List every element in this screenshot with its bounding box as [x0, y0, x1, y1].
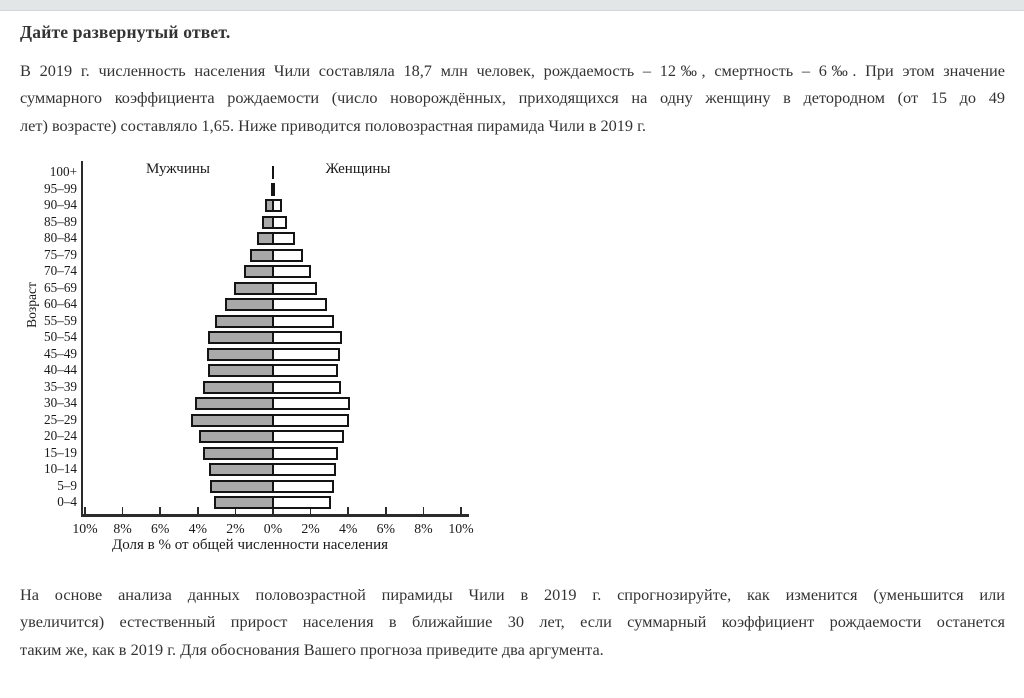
age-group-label: 45–49 — [44, 345, 77, 361]
pyramid-bar-male — [207, 347, 274, 361]
age-group-label: 20–24 — [44, 428, 77, 443]
x-tick-label: 2% — [301, 521, 320, 536]
pyramid-bar-female — [272, 281, 318, 295]
pyramid-bar-female — [272, 331, 342, 344]
pyramid-bar-male — [209, 479, 274, 493]
pyramid-bar-male — [215, 314, 274, 328]
pyramid-bar-male — [271, 166, 273, 179]
paragraph-line: увеличится) естественный прирост населен… — [20, 612, 1005, 632]
x-axis-tick — [197, 507, 199, 514]
pyramid-bar-male — [208, 463, 274, 476]
x-axis-tick — [309, 507, 312, 514]
x-tick-label: 4% — [338, 521, 358, 536]
age-group-label: 95–99 — [44, 180, 77, 196]
top-edge-strip — [0, 0, 1024, 11]
paragraph-line: На основе анализа данных половозрастной … — [20, 585, 1005, 604]
y-axis-line — [81, 161, 83, 514]
age-group-label: 90–94 — [44, 197, 77, 212]
pyramid-bar-female — [272, 265, 311, 278]
x-axis-tick — [347, 507, 349, 514]
page-title: Дайте развернутый ответ. — [20, 22, 231, 42]
x-tick-label: 8% — [414, 521, 433, 536]
population-pyramid-chart: Возраст Мужчины Женщины Доля в % от обще… — [20, 158, 500, 568]
pyramid-bar-male — [234, 281, 274, 295]
pyramid-bar-female — [272, 430, 344, 443]
x-axis-tick — [460, 507, 462, 514]
x-tick-label: 6% — [376, 521, 395, 536]
age-group-label: 70–74 — [44, 263, 77, 278]
pyramid-bar-male — [203, 380, 274, 394]
x-axis-title: Доля в % от общей численности населения — [111, 537, 389, 553]
pyramid-bar-male — [271, 182, 273, 196]
paragraph-line: В 2019 г. численность населения Чили сос… — [20, 61, 1005, 80]
x-axis-line — [81, 514, 469, 517]
x-tick-label: 8% — [113, 521, 132, 536]
age-group-label: 35–39 — [44, 378, 77, 394]
x-tick-label: 6% — [150, 521, 170, 536]
men-series-label: Мужчины — [146, 161, 210, 177]
pyramid-bar-male — [194, 397, 274, 410]
age-group-label: 60–64 — [44, 296, 77, 311]
intro-paragraph: В 2019 г. численность населения Чили сос… — [20, 57, 1005, 139]
pyramid-bar-female — [272, 446, 339, 460]
x-tick-label: 4% — [188, 521, 207, 536]
pyramid-bar-male — [207, 364, 274, 377]
age-group-label: 30–34 — [44, 395, 77, 410]
age-group-label: 85–89 — [44, 213, 77, 229]
x-tick-label: 2% — [226, 521, 245, 536]
age-group-label: 0–4 — [57, 494, 77, 509]
age-group-label: 40–44 — [44, 362, 77, 377]
paragraph-line: лет) возрасте) составляло 1,65. Ниже при… — [20, 115, 646, 135]
pyramid-bar-female — [272, 215, 288, 229]
pyramid-bar-female — [272, 314, 335, 328]
pyramid-bar-female — [273, 166, 275, 179]
age-group-label: 15–19 — [44, 444, 77, 460]
question-paragraph: На основе анализа данных половозрастной … — [20, 581, 1005, 663]
age-group-label: 65–69 — [44, 279, 77, 295]
x-axis-tick — [385, 507, 387, 514]
x-axis-tick — [121, 507, 124, 514]
pyramid-bar-female — [272, 232, 295, 245]
pyramid-bar-female — [272, 298, 327, 311]
pyramid-bar-male — [191, 413, 274, 427]
pyramid-bar-female — [272, 364, 339, 377]
age-group-label: 5–9 — [57, 477, 77, 493]
pyramid-bar-male — [198, 430, 274, 443]
x-tick-label: 10% — [72, 521, 98, 536]
age-group-label: 10–14 — [44, 461, 77, 476]
pyramid-bar-female — [272, 397, 351, 410]
age-group-label: 75–79 — [44, 246, 77, 262]
pyramid-bar-male — [207, 331, 274, 344]
pyramid-bar-female — [273, 182, 276, 196]
pyramid-bar-male — [203, 446, 274, 460]
age-group-label: 50–54 — [44, 329, 77, 344]
pyramid-bar-male — [213, 496, 274, 509]
pyramid-bar-female — [272, 380, 341, 394]
x-tick-label: 10% — [448, 521, 474, 536]
pyramid-bar-female — [272, 496, 332, 509]
x-tick-label: 0% — [263, 521, 283, 536]
pyramid-bar-male — [224, 298, 274, 311]
pyramid-bar-male — [250, 248, 274, 262]
pyramid-bar-female — [272, 479, 335, 493]
x-axis-tick — [84, 507, 86, 514]
x-axis-tick — [159, 507, 161, 514]
paragraph-line: таким же, как в 2019 г. Для обоснования … — [20, 639, 604, 659]
age-group-label: 80–84 — [44, 230, 77, 245]
pyramid-bar-female — [272, 347, 340, 361]
x-axis-tick — [422, 507, 425, 514]
women-series-label: Женщины — [325, 161, 391, 177]
pyramid-bar-male — [243, 265, 274, 278]
age-group-label: 55–59 — [44, 312, 77, 328]
x-axis-tick — [272, 507, 274, 514]
paragraph-line: суммарного коэффициента рождаемости (чис… — [20, 88, 1005, 108]
pyramid-bar-female — [272, 248, 304, 262]
x-axis-tick — [234, 507, 237, 514]
pyramid-bar-female — [272, 463, 337, 476]
age-group-label: 25–29 — [44, 411, 77, 427]
age-group-label: 100+ — [49, 164, 77, 179]
pyramid-bar-female — [272, 413, 350, 427]
pyramid-bar-female — [272, 199, 282, 212]
